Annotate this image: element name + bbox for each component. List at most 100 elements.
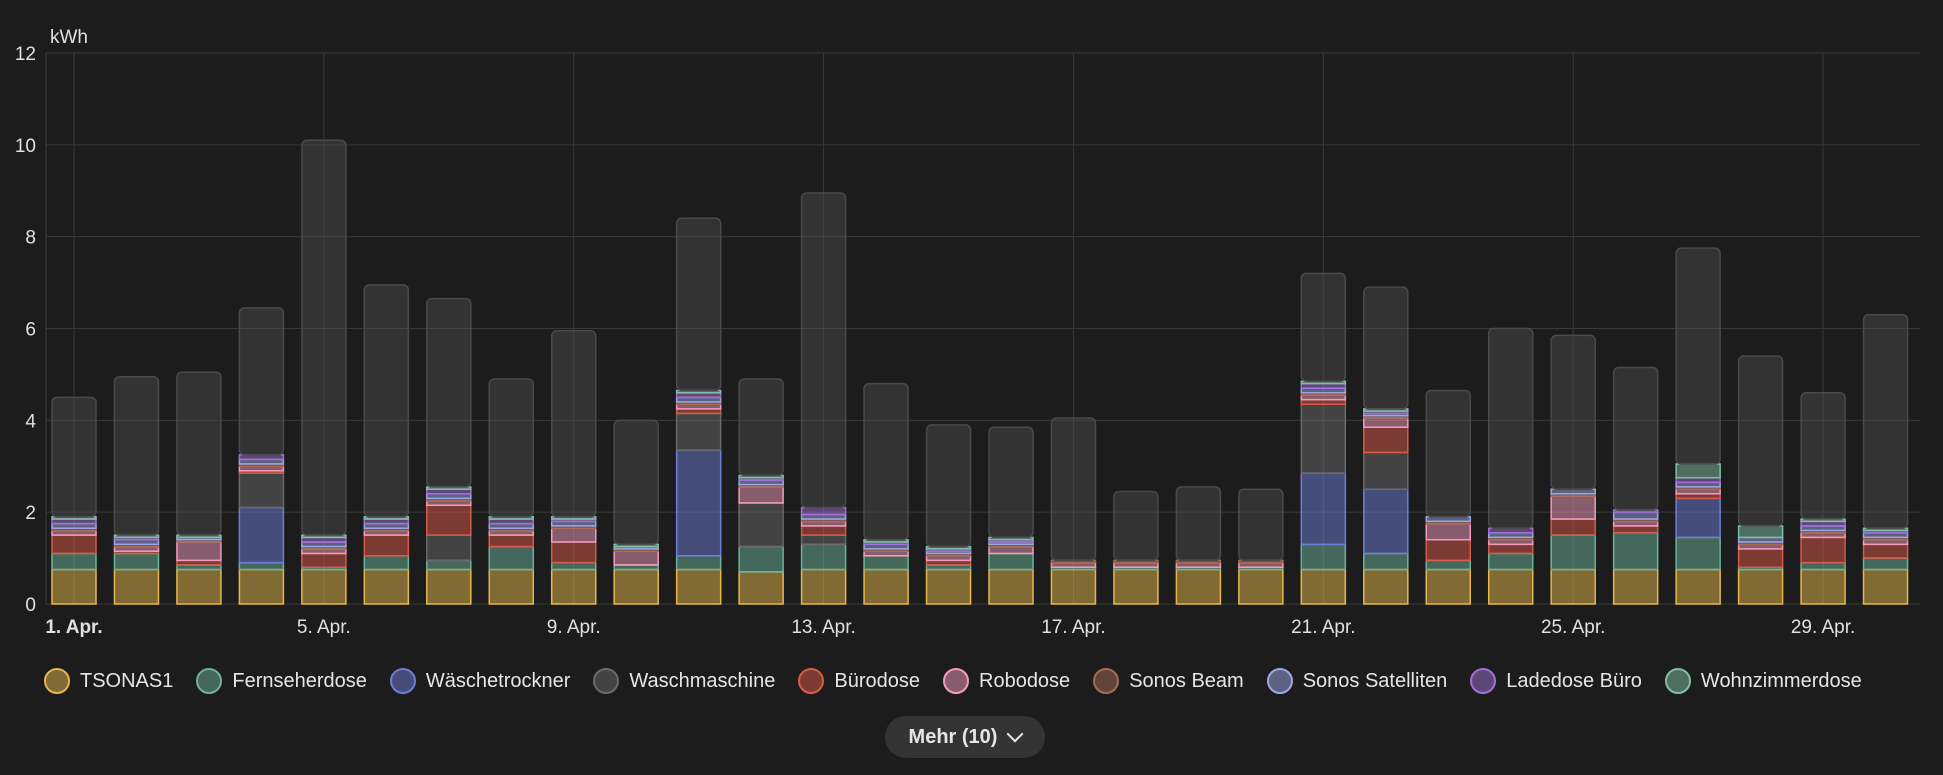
bar-segment[interactable] — [426, 504, 472, 536]
more-series-button[interactable]: Mehr (10) — [885, 716, 1045, 758]
bar-segment[interactable] — [925, 424, 972, 548]
bar-segment[interactable] — [238, 472, 285, 509]
bar-segment[interactable] — [176, 371, 222, 536]
bar-segment[interactable] — [238, 506, 285, 564]
bar-segment[interactable] — [1175, 486, 1222, 562]
bar-segment[interactable] — [1487, 568, 1534, 605]
bar-segment[interactable] — [1737, 568, 1784, 605]
bar-segment[interactable] — [238, 307, 285, 456]
bar-segment[interactable] — [1675, 463, 1721, 479]
bar-segment[interactable] — [1862, 543, 1909, 559]
bar-segment[interactable] — [488, 378, 535, 518]
bar-segment[interactable] — [1487, 552, 1534, 571]
bar-segment[interactable] — [1363, 426, 1409, 454]
bar-segment[interactable] — [1050, 568, 1097, 605]
bar-segment[interactable] — [1800, 536, 1846, 564]
bar-segment[interactable] — [1363, 488, 1409, 555]
legend-item[interactable]: Bürodose — [798, 668, 920, 694]
bar-segment[interactable] — [1862, 313, 1909, 529]
bar-segment[interactable] — [176, 568, 222, 605]
bar-segment[interactable] — [51, 552, 97, 571]
bar-segment[interactable] — [1238, 568, 1284, 605]
bar-segment[interactable] — [488, 545, 535, 571]
bar-segment[interactable] — [1363, 417, 1409, 428]
bar-segment[interactable] — [738, 502, 784, 548]
legend-item[interactable]: Wohnzimmerdose — [1664, 668, 1862, 694]
bar-segment[interactable] — [1300, 543, 1347, 571]
bar-segment[interactable] — [1612, 511, 1659, 520]
legend-item[interactable]: Fernseherdose — [196, 668, 367, 694]
bar-segment[interactable] — [800, 534, 847, 546]
bar-segment[interactable] — [738, 486, 784, 504]
bar-segment[interactable] — [1300, 403, 1347, 474]
bar-segment[interactable] — [800, 543, 847, 571]
bar-segment[interactable] — [738, 545, 784, 573]
bar-segment[interactable] — [1550, 534, 1596, 571]
bar-segment[interactable] — [800, 506, 847, 516]
bar-segment[interactable] — [113, 552, 160, 571]
bar-segment[interactable] — [238, 561, 285, 571]
bar-segment[interactable] — [1363, 568, 1409, 605]
bar-segment[interactable] — [363, 555, 410, 571]
bar-segment[interactable] — [1550, 568, 1596, 605]
bar-segment[interactable] — [863, 382, 909, 541]
bar-segment[interactable] — [738, 571, 784, 605]
bar-segment[interactable] — [1800, 568, 1846, 605]
bar-segment[interactable] — [1800, 561, 1846, 571]
bar-segment[interactable] — [1425, 538, 1472, 562]
bar-segment[interactable] — [1425, 559, 1472, 571]
bar-segment[interactable] — [1550, 518, 1596, 536]
bar-segment[interactable] — [1550, 334, 1596, 490]
bar-segment[interactable] — [1425, 389, 1472, 518]
bar-segment[interactable] — [1862, 568, 1909, 605]
bar-segment[interactable] — [1612, 366, 1659, 511]
bar-segment[interactable] — [800, 525, 847, 536]
bar-segment[interactable] — [51, 568, 97, 605]
bar-segment[interactable] — [363, 284, 410, 518]
bar-segment[interactable] — [1113, 490, 1159, 562]
bar-segment[interactable] — [1675, 497, 1721, 539]
bar-segment[interactable] — [675, 555, 722, 571]
bar-segment[interactable] — [613, 419, 659, 546]
bar-segment[interactable] — [1737, 548, 1784, 569]
bar-segment[interactable] — [238, 568, 285, 605]
bar-segment[interactable] — [1862, 557, 1909, 571]
bar-segment[interactable] — [988, 552, 1034, 571]
bar-segment[interactable] — [1300, 272, 1347, 383]
bar-segment[interactable] — [800, 192, 847, 509]
legend-item[interactable]: Waschmaschine — [593, 668, 775, 694]
bar-segment[interactable] — [863, 555, 909, 571]
bar-segment[interactable] — [176, 541, 222, 562]
bar-segment[interactable] — [51, 396, 97, 518]
bar-segment[interactable] — [113, 375, 160, 536]
legend-item[interactable]: Wäschetrockner — [389, 668, 570, 694]
bar-segment[interactable] — [426, 534, 472, 562]
bar-segment[interactable] — [1675, 247, 1721, 465]
bar-segment[interactable] — [1487, 327, 1534, 529]
bar-segment[interactable] — [488, 534, 535, 548]
bar-segment[interactable] — [1175, 568, 1222, 605]
bar-segment[interactable] — [738, 378, 784, 477]
bar-segment[interactable] — [1238, 488, 1284, 562]
bar-segment[interactable] — [488, 568, 535, 605]
bar-segment[interactable] — [550, 541, 597, 564]
bar-segment[interactable] — [1800, 392, 1846, 520]
bar-segment[interactable] — [1300, 472, 1347, 546]
bar-segment[interactable] — [863, 568, 909, 605]
bar-segment[interactable] — [301, 552, 347, 569]
bar-segment[interactable] — [800, 568, 847, 605]
bar-segment[interactable] — [925, 568, 972, 605]
bar-segment[interactable] — [1550, 495, 1596, 520]
bar-segment[interactable] — [675, 568, 722, 605]
legend-item[interactable]: Ladedose Büro — [1470, 668, 1642, 694]
bar-segment[interactable] — [301, 139, 347, 536]
bar-segment[interactable] — [1675, 536, 1721, 571]
bar-segment[interactable] — [426, 559, 472, 571]
bar-segment[interactable] — [613, 550, 659, 566]
bar-segment[interactable] — [1737, 355, 1784, 527]
bar-segment[interactable] — [1300, 568, 1347, 605]
bar-segment[interactable] — [1425, 568, 1472, 605]
bar-segment[interactable] — [1612, 525, 1659, 534]
legend-item[interactable]: Sonos Beam — [1093, 668, 1244, 694]
bar-segment[interactable] — [1487, 543, 1534, 555]
